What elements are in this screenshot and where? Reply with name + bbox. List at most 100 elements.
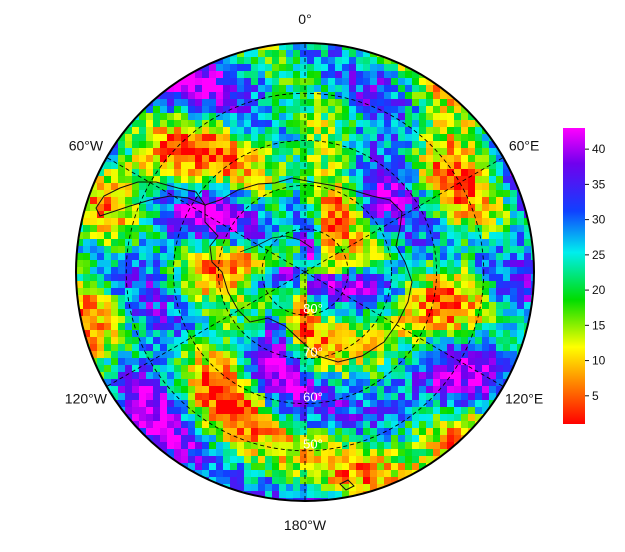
heat-cell xyxy=(300,393,308,401)
heat-cell xyxy=(265,414,273,422)
heat-cell xyxy=(279,449,287,457)
heat-cell xyxy=(356,365,364,373)
heat-cell xyxy=(356,274,364,282)
heat-cell xyxy=(76,295,84,303)
heat-cell xyxy=(258,106,266,114)
heat-cell xyxy=(160,372,168,380)
heat-cell xyxy=(433,309,441,317)
heat-cell xyxy=(188,344,196,352)
heat-cell xyxy=(496,372,504,380)
heat-cell xyxy=(146,330,154,338)
heat-cell xyxy=(405,225,413,233)
heat-cell xyxy=(272,50,280,58)
heat-cell xyxy=(153,295,161,303)
heat-cell xyxy=(433,421,441,429)
heat-cell xyxy=(251,379,259,387)
heat-cell xyxy=(454,316,462,324)
heat-cell xyxy=(139,323,147,331)
heat-cell xyxy=(153,127,161,135)
heat-cell xyxy=(111,239,119,247)
heat-cell xyxy=(146,393,154,401)
heat-cell xyxy=(454,295,462,303)
heat-cell xyxy=(363,281,371,289)
heat-cell xyxy=(286,449,294,457)
heat-cell xyxy=(475,288,483,296)
heat-cell xyxy=(146,225,154,233)
heat-cell xyxy=(349,484,357,492)
heat-cell xyxy=(419,274,427,282)
heat-cell xyxy=(524,274,532,282)
heat-cell xyxy=(398,267,406,275)
heat-cell xyxy=(300,379,308,387)
heat-cell xyxy=(272,78,280,86)
heat-cell xyxy=(342,239,350,247)
heat-cell xyxy=(209,162,217,170)
heat-cell xyxy=(517,323,525,331)
heat-cell xyxy=(293,99,301,107)
heat-cell xyxy=(216,442,224,450)
heat-cell xyxy=(524,344,532,352)
heat-cell xyxy=(237,344,245,352)
heat-cell xyxy=(258,498,266,501)
heat-cell xyxy=(510,218,518,226)
heat-cell xyxy=(293,386,301,394)
heat-cell xyxy=(167,358,175,366)
heat-cell xyxy=(321,351,329,359)
heat-cell xyxy=(412,78,420,86)
heat-cell xyxy=(531,218,534,226)
heat-cell xyxy=(468,274,476,282)
heat-cell xyxy=(314,92,322,100)
heat-cell xyxy=(503,204,511,212)
heat-cell xyxy=(132,225,140,233)
heat-cell xyxy=(342,162,350,170)
heat-cell xyxy=(258,484,266,492)
heat-cell xyxy=(370,253,378,261)
heat-cell xyxy=(237,281,245,289)
heat-cell xyxy=(209,197,217,205)
heat-cell xyxy=(181,393,189,401)
heat-cell xyxy=(300,162,308,170)
heat-cell xyxy=(440,113,448,121)
heat-cell xyxy=(468,204,476,212)
heat-cell xyxy=(391,260,399,268)
heat-cell xyxy=(258,477,266,485)
heat-cell xyxy=(146,421,154,429)
heat-cell xyxy=(307,64,315,72)
heat-cell xyxy=(132,120,140,128)
heat-cell xyxy=(349,162,357,170)
heat-cell xyxy=(244,400,252,408)
heat-cell xyxy=(468,134,476,142)
heat-cell xyxy=(279,211,287,219)
heat-cell xyxy=(300,43,308,51)
heat-cell xyxy=(97,288,105,296)
heat-cell xyxy=(496,316,504,324)
heat-cell xyxy=(300,309,308,317)
heat-cell xyxy=(307,267,315,275)
heat-cell xyxy=(216,78,224,86)
heat-cell xyxy=(300,176,308,184)
heat-cell xyxy=(412,239,420,247)
heat-cell xyxy=(265,393,273,401)
heat-cell xyxy=(440,155,448,163)
heat-cell xyxy=(279,456,287,464)
heat-cell xyxy=(167,372,175,380)
heat-cell xyxy=(279,50,287,58)
heat-cell xyxy=(489,141,497,149)
heat-cell xyxy=(370,64,378,72)
heat-cell xyxy=(223,379,231,387)
heat-cell xyxy=(503,351,511,359)
heat-cell xyxy=(391,162,399,170)
heat-cell xyxy=(216,218,224,226)
heat-cell xyxy=(286,155,294,163)
heat-cell xyxy=(384,295,392,303)
heat-cell xyxy=(104,295,112,303)
heat-cell xyxy=(244,190,252,198)
heat-cell xyxy=(202,316,210,324)
heat-cell xyxy=(230,85,238,93)
heat-cell xyxy=(90,183,98,191)
heat-cell xyxy=(314,148,322,156)
heat-cell xyxy=(167,211,175,219)
heat-cell xyxy=(153,218,161,226)
heat-cell xyxy=(328,484,336,492)
heat-cell xyxy=(237,323,245,331)
